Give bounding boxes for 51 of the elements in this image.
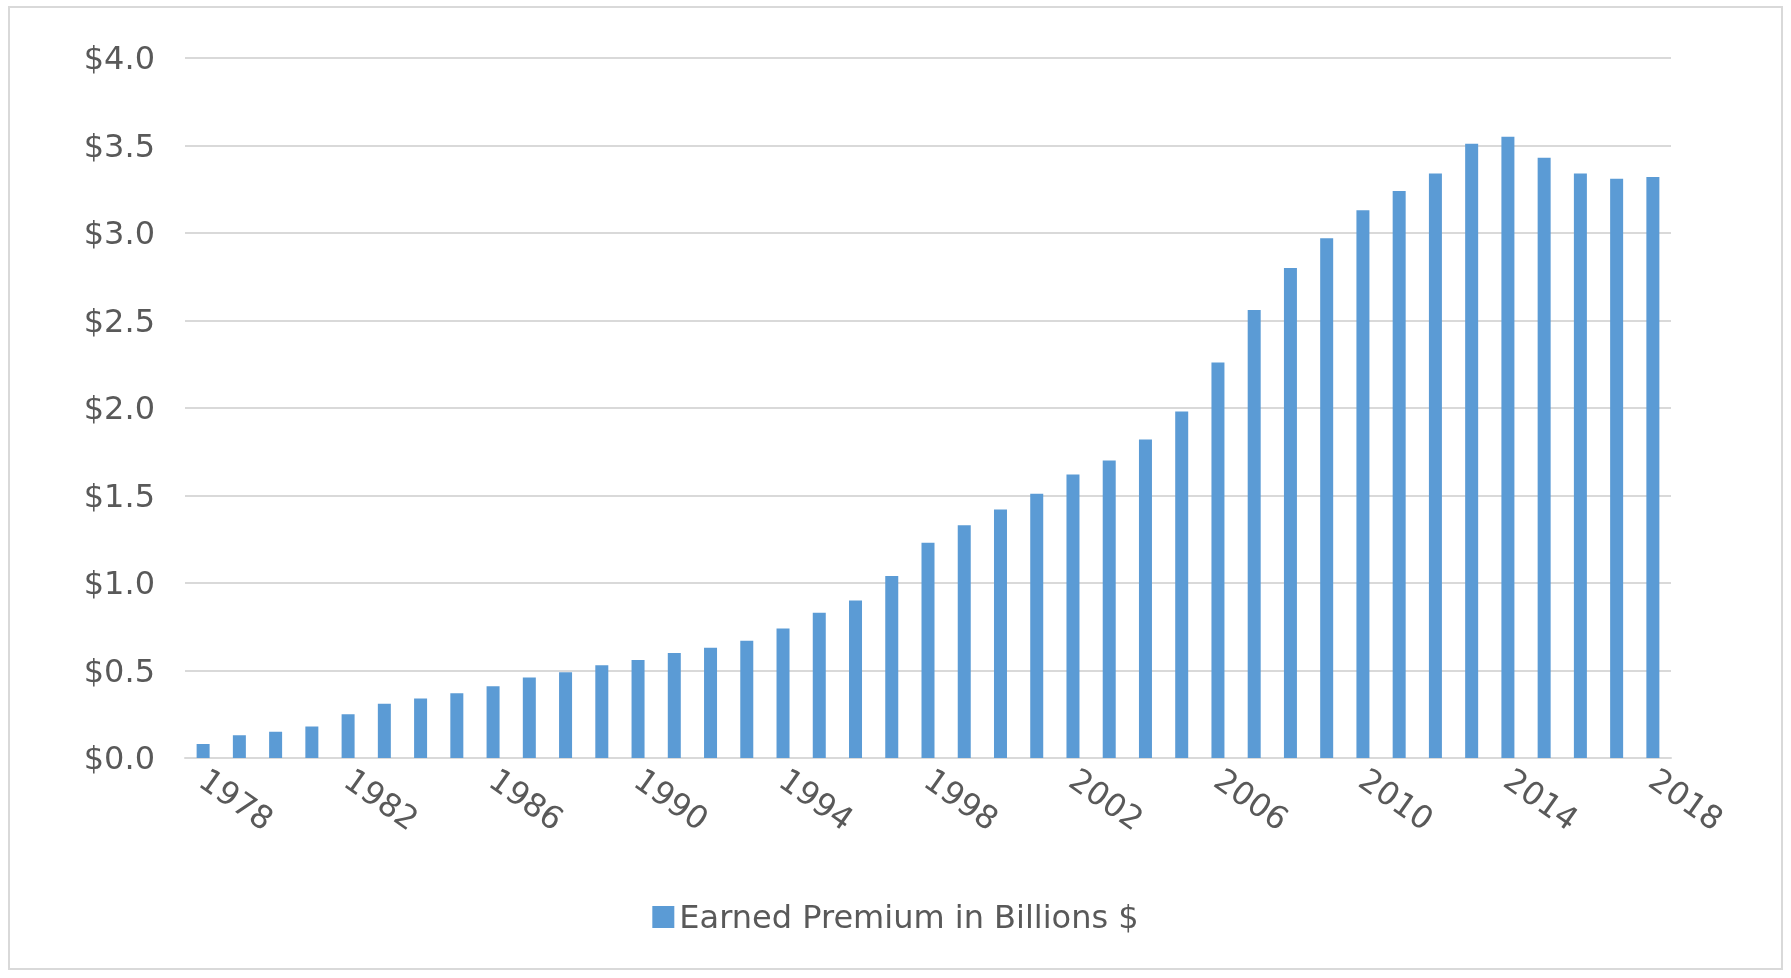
bar bbox=[1211, 362, 1225, 758]
bar bbox=[1138, 439, 1152, 758]
bar bbox=[667, 653, 681, 758]
bar bbox=[559, 672, 573, 758]
bar bbox=[921, 542, 935, 758]
bar bbox=[776, 628, 790, 758]
y-tick-label: $3.5 bbox=[83, 126, 155, 165]
bar bbox=[1428, 173, 1442, 758]
bar bbox=[1030, 493, 1044, 758]
bar bbox=[341, 714, 355, 758]
bar bbox=[993, 509, 1007, 758]
bar bbox=[1646, 177, 1660, 758]
bar bbox=[377, 703, 391, 758]
bar bbox=[450, 693, 464, 758]
bar bbox=[1102, 460, 1116, 758]
bar bbox=[1283, 268, 1297, 758]
bar bbox=[305, 726, 319, 758]
bar bbox=[1573, 173, 1587, 758]
y-tick-label: $3.0 bbox=[83, 214, 155, 252]
legend-label: Earned Premium in Billions $ bbox=[679, 898, 1139, 936]
bar bbox=[740, 640, 754, 758]
bar bbox=[957, 525, 971, 758]
bar bbox=[1392, 191, 1406, 758]
bar bbox=[812, 612, 826, 758]
bar bbox=[704, 647, 718, 758]
bar bbox=[1501, 136, 1515, 758]
bar bbox=[595, 665, 609, 758]
y-tick-label: $0.5 bbox=[83, 651, 155, 690]
y-tick-label: $4.0 bbox=[83, 39, 155, 77]
bar bbox=[1175, 411, 1189, 758]
bar bbox=[1610, 178, 1624, 758]
bar bbox=[196, 744, 210, 758]
bar bbox=[486, 686, 500, 758]
y-tick-label: $1.5 bbox=[83, 476, 155, 515]
y-tick-label: $2.0 bbox=[83, 389, 155, 427]
y-tick-label: $0.0 bbox=[83, 739, 155, 777]
bar bbox=[232, 735, 246, 758]
bar bbox=[414, 698, 428, 758]
bar bbox=[1356, 210, 1370, 758]
y-tick-label: $2.5 bbox=[83, 301, 155, 340]
bar bbox=[1537, 157, 1551, 758]
bar bbox=[1066, 474, 1080, 758]
bar bbox=[1247, 310, 1261, 758]
bar bbox=[269, 731, 283, 758]
bar bbox=[849, 600, 863, 758]
bar bbox=[885, 576, 899, 758]
bar bbox=[631, 660, 645, 758]
y-tick-label: $1.0 bbox=[83, 564, 155, 602]
bar bbox=[522, 677, 536, 758]
bar bbox=[1465, 143, 1479, 758]
bar bbox=[1320, 238, 1334, 758]
